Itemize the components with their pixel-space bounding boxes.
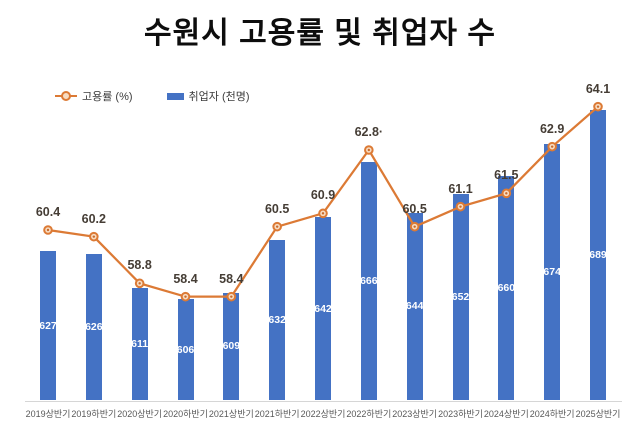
x-axis-line xyxy=(25,401,622,402)
bar xyxy=(177,299,194,400)
line-point-marker-dot xyxy=(367,148,371,152)
x-axis-label: 2022상반기 xyxy=(300,409,346,419)
bar xyxy=(452,194,469,400)
bar-value-label: 666 xyxy=(360,275,378,288)
bar xyxy=(269,240,286,400)
bar xyxy=(406,212,423,400)
bar-value-label: 644 xyxy=(405,300,424,313)
x-axis-label: 2019하반기 xyxy=(71,409,117,419)
bar-value-label: 609 xyxy=(222,340,241,353)
legend-item-employed-persons: 취업자 (천명) xyxy=(166,88,250,104)
line-point-marker-dot xyxy=(138,282,141,285)
bar-value-label: 689 xyxy=(589,248,607,261)
line-value-label: 58.8 xyxy=(127,258,152,273)
bar xyxy=(590,109,606,400)
bar-value-label: 632 xyxy=(268,314,286,326)
bar xyxy=(360,162,377,400)
x-axis-label: 2024상반기 xyxy=(483,409,529,419)
line-value-label: 62.9 xyxy=(539,121,565,136)
line-value-label: 60.5 xyxy=(402,201,427,216)
line-point-marker-dot xyxy=(505,192,508,195)
line-value-label: 64.1 xyxy=(585,81,611,96)
line-value-label: 60.4 xyxy=(35,205,61,219)
bar xyxy=(85,253,102,400)
line-point-marker-dot xyxy=(92,235,96,238)
bar xyxy=(544,144,561,400)
bar-value-label: 660 xyxy=(497,282,516,294)
bar-series-icon xyxy=(166,92,184,100)
line-point-marker-dot xyxy=(275,225,279,228)
bar xyxy=(315,217,331,400)
legend-label-employed-persons: 취업자 (천명) xyxy=(188,91,250,103)
bar-value-label: 606 xyxy=(176,343,195,356)
line-value-label: 62.8· xyxy=(354,125,384,139)
bar xyxy=(498,176,515,400)
line-point-marker-dot xyxy=(184,295,187,298)
legend-item-employment-rate: 고용률 (%) xyxy=(55,88,133,104)
line-value-label: 60.5 xyxy=(264,201,290,216)
bar-value-label: 626 xyxy=(85,320,103,333)
line-value-label: 58.4 xyxy=(173,271,198,286)
x-axis-label: 2022하반기 xyxy=(346,409,392,419)
bar-value-label: 642 xyxy=(314,302,332,315)
line-point-marker-dot xyxy=(459,205,462,208)
x-axis-label: 2019상반기 xyxy=(25,409,71,419)
line-point-marker-dot xyxy=(230,295,233,298)
bar-value-label: 652 xyxy=(451,291,470,304)
circle-marker-icon xyxy=(61,91,71,101)
line-point-marker-dot xyxy=(413,225,416,228)
bar-value-label: 674 xyxy=(543,266,561,278)
line-value-label: 60.9 xyxy=(310,188,336,203)
bar xyxy=(131,288,148,400)
bar-value-label: 611 xyxy=(131,338,149,350)
x-axis-label: 2024하반기 xyxy=(529,409,575,419)
line-point-marker-dot xyxy=(46,228,50,232)
x-axis-label: 2020하반기 xyxy=(163,409,208,419)
bar-value-label: 627 xyxy=(39,319,57,332)
x-axis-label: 2023상반기 xyxy=(392,409,438,419)
legend-label-employment-rate: 고용률 (%) xyxy=(82,91,133,103)
x-axis-label: 2025상반기 xyxy=(575,409,621,419)
x-axis-label: 2023하반기 xyxy=(438,409,483,419)
line-value-label: 61.5 xyxy=(494,168,519,183)
x-axis-label: 2021하반기 xyxy=(254,409,300,419)
line-point-marker-dot xyxy=(550,145,554,148)
bar xyxy=(40,251,56,400)
chart-title: 수원시 고용률 및 취업자 수 xyxy=(144,17,496,50)
line-series-icon xyxy=(55,91,77,101)
line-point-marker-dot xyxy=(321,212,325,215)
x-axis-label: 2021상반기 xyxy=(208,409,254,419)
line-value-label: 61.1 xyxy=(448,181,473,196)
line-value-label: 58.4 xyxy=(219,271,244,286)
bar xyxy=(223,292,240,400)
line-point-marker-dot xyxy=(596,105,600,108)
x-axis-label: 2020상반기 xyxy=(117,409,163,419)
line-value-label: 60.2 xyxy=(81,211,106,226)
legend: 고용률 (%) 취업자 (천명) xyxy=(55,88,250,104)
